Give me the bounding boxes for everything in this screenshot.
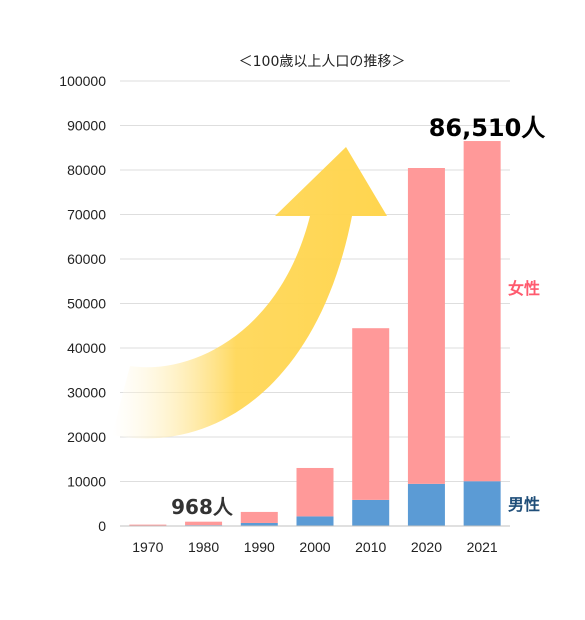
- y-tick-label: 100000: [59, 73, 106, 89]
- legend-female: 女性: [508, 279, 540, 298]
- bar-2010-female: [352, 328, 390, 500]
- bar-2020-female: [407, 167, 445, 484]
- y-tick-label: 90000: [67, 118, 106, 134]
- x-tick-label: 2000: [299, 539, 330, 555]
- bar-2000-male: [296, 516, 334, 526]
- callout-2021: 86,510人: [429, 114, 546, 142]
- y-tick-label: 10000: [67, 474, 106, 490]
- x-axis-ticks: 1970 1980 1990 2000 2010 2020 2021: [132, 539, 498, 555]
- x-tick-label: 2010: [355, 539, 386, 555]
- legend-male: 男性: [508, 495, 540, 514]
- y-tick-label: 70000: [67, 207, 106, 223]
- bars: [129, 141, 501, 526]
- bar-2021-female: [463, 141, 501, 482]
- bar-1980-female: [185, 521, 223, 526]
- x-tick-label: 1970: [132, 539, 163, 555]
- y-tick-label: 30000: [67, 385, 106, 401]
- bar-2010-male: [352, 499, 390, 526]
- chart-title: ＜100歳以上人口の推移＞: [239, 54, 406, 70]
- y-tick-label: 80000: [67, 162, 106, 178]
- y-tick-label: 60000: [67, 251, 106, 267]
- x-tick-label: 2020: [411, 539, 442, 555]
- bar-2020-male: [407, 483, 445, 526]
- bar-1990-male: [240, 522, 278, 526]
- x-tick-label: 1980: [188, 539, 219, 555]
- y-tick-label: 50000: [67, 296, 106, 312]
- bar-1970-female: [129, 524, 167, 526]
- growth-arrow-icon: [112, 147, 387, 439]
- y-tick-label: 20000: [67, 429, 106, 445]
- y-tick-label: 0: [98, 518, 106, 534]
- x-tick-label: 1990: [244, 539, 275, 555]
- bar-2021-male: [463, 481, 501, 526]
- y-tick-label: 40000: [67, 340, 106, 356]
- bar-1990-female: [240, 511, 278, 523]
- callout-1980: 968人: [171, 495, 234, 519]
- x-tick-label: 2021: [467, 539, 498, 555]
- bar-2000-female: [296, 467, 334, 517]
- y-axis-ticks: 0 10000 20000 30000 40000 50000 60000 70000 8000…: [59, 73, 106, 534]
